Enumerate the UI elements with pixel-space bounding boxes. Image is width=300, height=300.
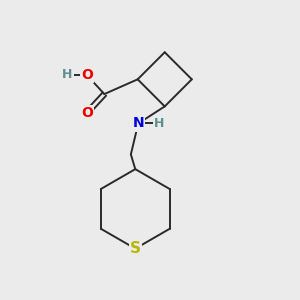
Text: O: O <box>81 68 93 82</box>
Text: N: N <box>132 116 144 130</box>
Text: H: H <box>62 68 73 81</box>
Text: S: S <box>130 241 141 256</box>
Text: H: H <box>154 117 164 130</box>
Text: O: O <box>81 106 93 120</box>
